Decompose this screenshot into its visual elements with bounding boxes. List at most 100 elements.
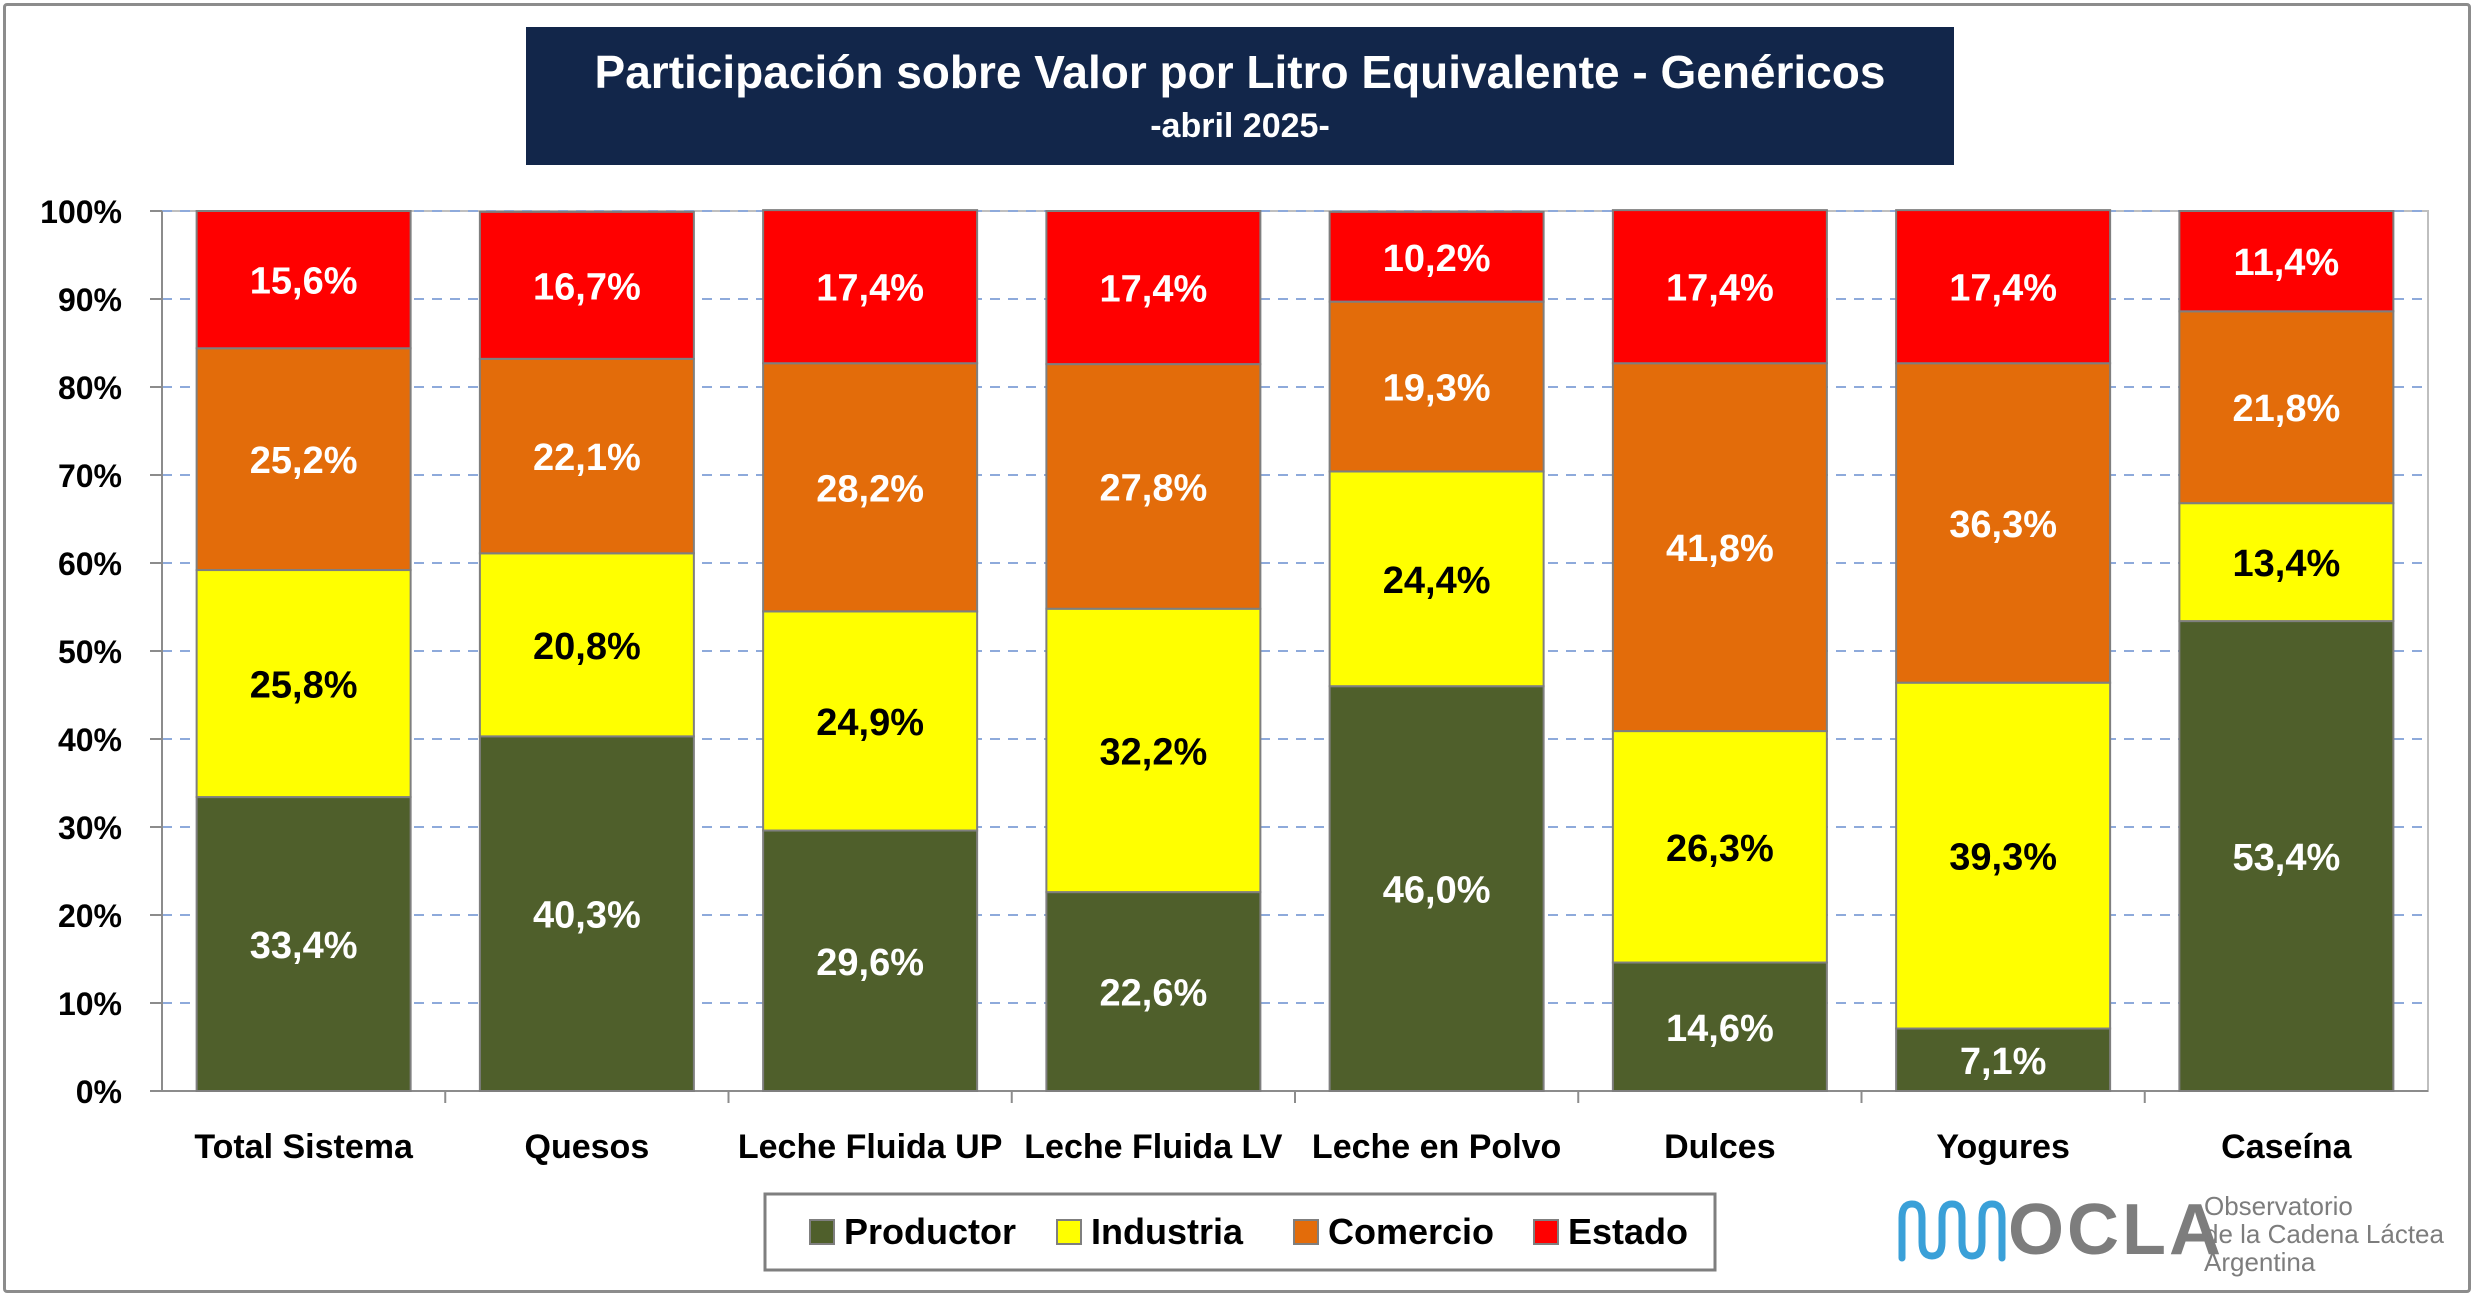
y-tick-label: 90%: [58, 282, 122, 318]
data-label: 36,3%: [1949, 504, 2057, 546]
bar-industria: [1045, 607, 1262, 894]
data-label: 25,8%: [250, 665, 358, 707]
x-tick-label: Caseína: [2221, 1128, 2352, 1166]
legend-label-comercio: Comercio: [1328, 1211, 1494, 1252]
data-label: 26,3%: [1666, 828, 1774, 870]
y-tick-label: 70%: [58, 458, 122, 494]
bar-estado: [762, 209, 979, 365]
bar-estado: [478, 210, 695, 360]
legend-label-productor: Productor: [844, 1211, 1016, 1252]
x-tick-label: Dulces: [1664, 1128, 1776, 1166]
legend-label-industria: Industria: [1091, 1211, 1244, 1252]
bar-comercio: [1045, 363, 1262, 610]
bar-estado: [1611, 209, 1828, 365]
data-label: 25,2%: [250, 440, 358, 482]
bar-comercio: [762, 362, 979, 613]
bar-industria: [195, 569, 412, 799]
data-label: 53,4%: [2233, 837, 2341, 879]
bar-estado: [1895, 209, 2112, 365]
legend-swatch-industria: [1056, 1219, 1082, 1245]
logo-name: OCLA: [2008, 1190, 2224, 1270]
bar-productor: [2178, 620, 2395, 1093]
bar-industria: [1895, 681, 2112, 1030]
data-label: 20,8%: [533, 626, 641, 668]
bar-comercio: [195, 347, 412, 572]
x-tick-label: Total Sistema: [194, 1128, 414, 1166]
bar-comercio: [478, 357, 695, 555]
legend-swatch-productor: [809, 1219, 835, 1245]
data-label: 22,1%: [533, 437, 641, 479]
bar-comercio: [1611, 362, 1828, 733]
x-tick-label: Leche Fluida UP: [738, 1128, 1003, 1166]
milk-wave-icon: [1898, 1200, 2006, 1262]
ocla-logo: OCLA Observatorio de la Cadena Láctea Ar…: [1898, 1188, 2458, 1278]
data-label: 24,9%: [816, 702, 924, 744]
data-label: 22,6%: [1100, 973, 1208, 1015]
bar-productor: [1611, 961, 1828, 1093]
data-label: 33,4%: [250, 925, 358, 967]
bar-industria: [478, 552, 695, 738]
data-label: 17,4%: [1100, 269, 1208, 311]
y-tick-label: 0%: [76, 1074, 122, 1110]
data-label: 46,0%: [1383, 870, 1491, 912]
bar-industria: [1611, 730, 1828, 964]
data-label: 14,6%: [1666, 1008, 1774, 1050]
bar-productor: [762, 829, 979, 1093]
data-label: 28,2%: [816, 468, 924, 510]
data-label: 17,4%: [1666, 268, 1774, 310]
data-label: 15,6%: [250, 261, 358, 303]
bar-productor: [478, 735, 695, 1092]
y-tick-label: 100%: [40, 194, 122, 230]
data-label: 16,7%: [533, 266, 641, 308]
x-tick-label: Quesos: [525, 1128, 650, 1166]
x-tick-label: Leche en Polvo: [1312, 1128, 1561, 1166]
chart-title: Participación sobre Valor por Litro Equi…: [594, 46, 1886, 98]
data-label: 39,3%: [1949, 837, 2057, 879]
chart-frame: [3, 3, 2471, 1293]
data-label: 11,4%: [2234, 242, 2340, 284]
data-label: 10,2%: [1383, 238, 1491, 280]
chart-title-box: Participación sobre Valor por Litro Equi…: [526, 27, 1954, 165]
legend-swatch-estado: [1533, 1219, 1559, 1245]
bar-productor: [1328, 685, 1545, 1092]
y-tick-label: 30%: [58, 810, 122, 846]
data-label: 24,4%: [1383, 560, 1491, 602]
y-tick-label: 50%: [58, 634, 122, 670]
logo-line-2: de la Cadena Láctea: [2204, 1219, 2444, 1249]
bar-industria: [1328, 470, 1545, 688]
data-label: 41,8%: [1666, 528, 1774, 570]
data-label: 21,8%: [2233, 388, 2341, 430]
y-tick-label: 80%: [58, 370, 122, 406]
data-label: 19,3%: [1383, 368, 1491, 410]
data-label: 40,3%: [533, 895, 641, 937]
bar-industria: [762, 610, 979, 832]
y-tick-label: 10%: [58, 986, 122, 1022]
x-tick-label: Leche Fluida LV: [1024, 1128, 1283, 1166]
logo-line-3: Argentina: [2204, 1247, 2316, 1277]
bar-estado: [2178, 210, 2395, 313]
logo-subtitle: Observatorio de la Cadena Láctea Argenti…: [2204, 1192, 2444, 1276]
legend-label-estado: Estado: [1568, 1211, 1688, 1252]
logo-line-1: Observatorio: [2204, 1191, 2353, 1221]
bar-productor: [195, 796, 412, 1093]
data-label: 27,8%: [1100, 467, 1208, 509]
data-label: 17,4%: [816, 268, 924, 310]
legend-swatch-comercio: [1293, 1219, 1319, 1245]
y-tick-label: 20%: [58, 898, 122, 934]
bar-estado: [1045, 210, 1262, 366]
bar-comercio: [1895, 362, 2112, 684]
bar-comercio: [1328, 300, 1545, 473]
data-label: 13,4%: [2233, 543, 2341, 585]
x-tick-label: Yogures: [1936, 1128, 2070, 1166]
data-label: 17,4%: [1949, 268, 2057, 310]
y-tick-label: 60%: [58, 546, 122, 582]
bar-productor: [1045, 891, 1262, 1092]
bar-estado: [1328, 210, 1545, 303]
data-label: 7,1%: [1960, 1041, 2047, 1083]
chart-subtitle: -abril 2025-: [1150, 107, 1330, 145]
y-tick-label: 40%: [58, 722, 122, 758]
bar-estado: [195, 210, 412, 350]
data-label: 29,6%: [816, 942, 924, 984]
bar-comercio: [2178, 310, 2395, 505]
